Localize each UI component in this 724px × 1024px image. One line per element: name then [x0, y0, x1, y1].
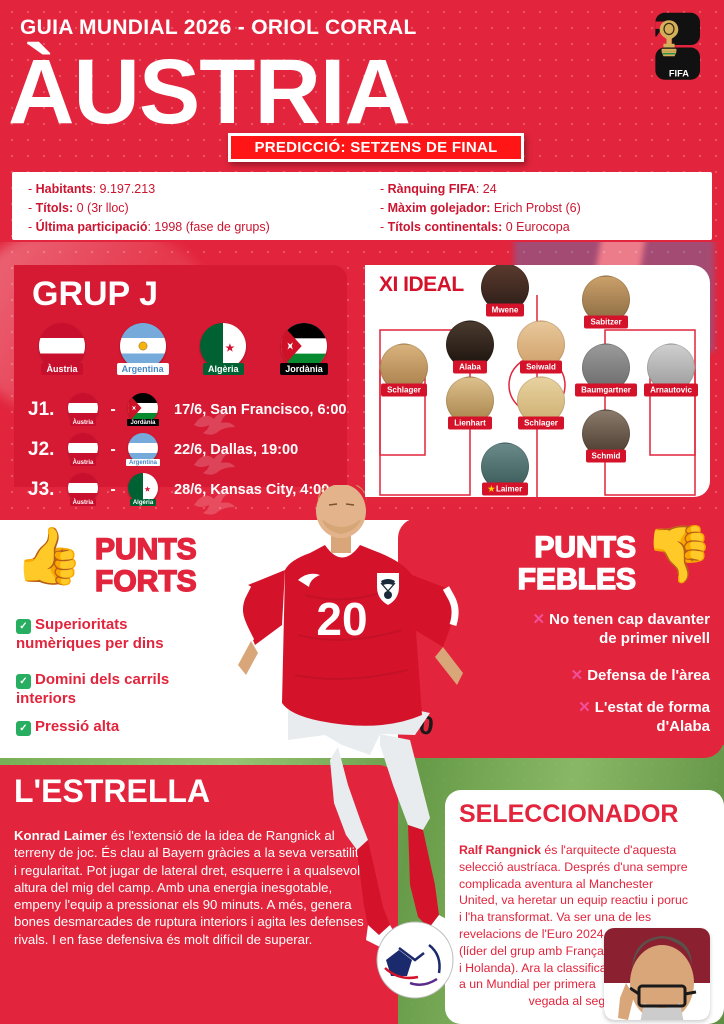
svg-text:20: 20 [316, 593, 367, 645]
svg-text:FIFA: FIFA [669, 69, 689, 79]
